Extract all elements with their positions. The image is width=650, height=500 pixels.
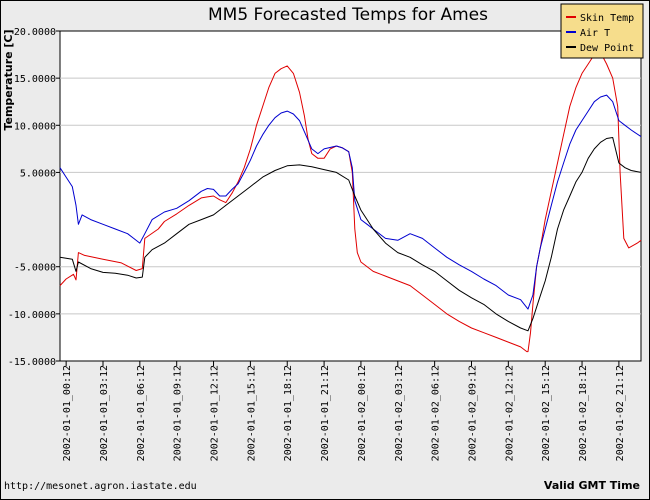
y-axis-ticks: 20.0000 15.0000 10.0000 5.0000 -5.0000 -10.00… — [8, 27, 60, 368]
x-tick-label: 2002-01-02_03:12 — [394, 365, 405, 461]
x-tick-label: 2002-01-02_18:12 — [578, 365, 589, 461]
y-tick-label: 20.0000 — [14, 27, 56, 38]
y-axis-label: Temperature [C] — [2, 29, 15, 130]
x-axis-ticks: 2002-01-01_00:12 2002-01-01_03:12 2002-01-… — [62, 361, 626, 461]
y-tick-label: -10.0000 — [8, 310, 56, 321]
x-tick-label: 2002-01-01_09:12 — [173, 365, 184, 461]
x-tick-label: 2002-01-02_09:12 — [467, 365, 478, 461]
x-tick-label: 2002-01-01_03:12 — [99, 365, 110, 461]
grid — [60, 77, 641, 315]
legend-label: Dew Point — [580, 43, 634, 54]
x-tick-label: 2002-01-02_06:12 — [431, 365, 442, 461]
x-tick-label: 2002-01-01_00:12 — [62, 365, 73, 461]
x-tick-label: 2002-01-02_15:12 — [541, 365, 552, 461]
x-tick-label: 2002-01-02_00:12 — [357, 365, 368, 461]
series-line-dew-point — [59, 137, 642, 332]
legend-label: Air T — [580, 28, 610, 39]
x-tick-label: 2002-01-01_15:12 — [246, 365, 257, 461]
y-tick-label: -5.0000 — [14, 263, 56, 274]
legend-label: Skin Temp — [580, 13, 634, 24]
plot-area — [59, 30, 642, 362]
y-tick-label: -15.0000 — [8, 357, 56, 368]
x-tick-label: 2002-01-01_06:12 — [136, 365, 147, 461]
x-tick-label: 2002-01-02_12:12 — [504, 365, 515, 461]
y-tick-label: 10.0000 — [14, 121, 56, 132]
series-line-air-t — [59, 94, 642, 310]
legend: Skin Temp Air T Dew Point — [560, 3, 644, 59]
x-axis-label: Valid GMT Time — [544, 479, 640, 492]
y-tick-label: 15.0000 — [14, 74, 56, 85]
x-tick-label: 2002-01-02_21:12 — [615, 365, 626, 461]
series-layer — [59, 49, 642, 353]
y-tick-label: 5.0000 — [20, 168, 56, 179]
x-tick-label: 2002-01-01_21:12 — [320, 365, 331, 461]
footer-url: http://mesonet.agron.iastate.edu — [4, 481, 197, 492]
x-tick-label: 2002-01-01_12:12 — [210, 365, 221, 461]
x-tick-label: 2002-01-01_18:12 — [283, 365, 294, 461]
chart-title: MM5 Forecasted Temps for Ames — [208, 5, 488, 25]
